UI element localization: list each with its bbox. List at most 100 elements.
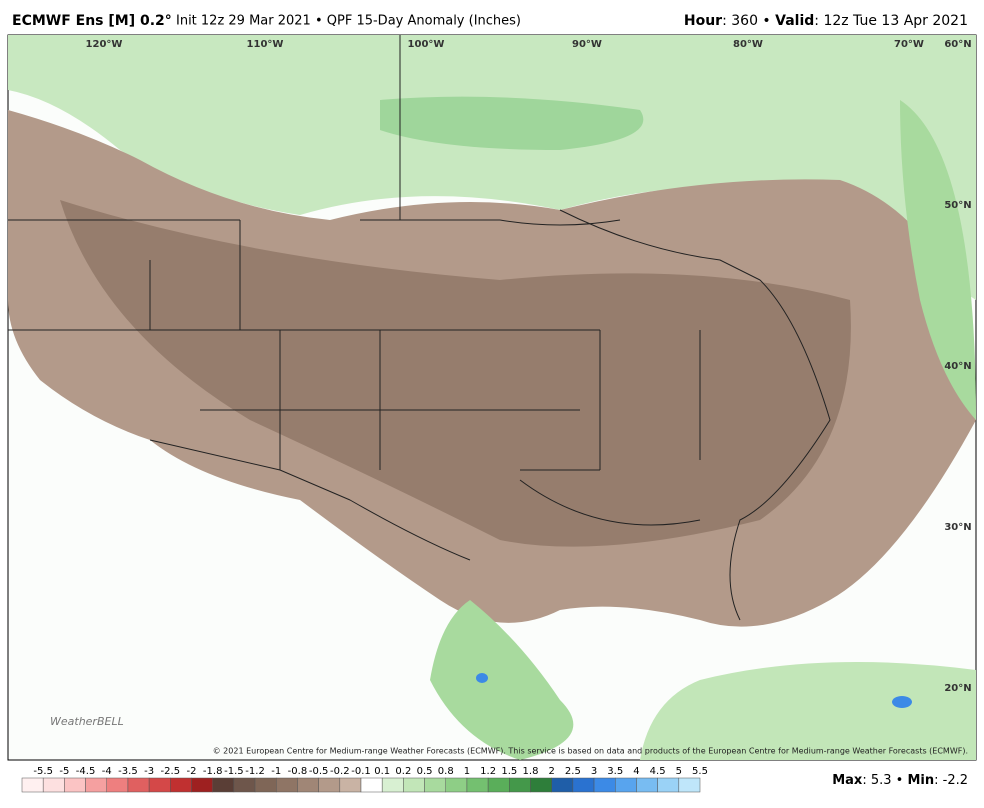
colorbar-label: -3.5 — [118, 766, 138, 777]
lat-label: 30°N — [944, 522, 971, 533]
colorbar-label: -1.8 — [203, 766, 223, 777]
colorbar-label: 0.5 — [417, 766, 433, 777]
colorbar-label: -1.5 — [224, 766, 244, 777]
colorbar-box — [233, 777, 256, 793]
colorbar-label: -5.5 — [33, 766, 53, 777]
colorbar-box — [21, 777, 44, 793]
colorbar-box — [551, 777, 574, 793]
colorbar: -5.5 -5 -4.5 -4 -3.5 -3 -2.5 -2 -1.8 -1.5 -1.2 -1 -0… — [21, 766, 708, 793]
borders — [8, 35, 831, 621]
blue-spot — [892, 696, 912, 708]
green-area — [430, 600, 574, 760]
lon-label: 120°W — [86, 39, 123, 50]
text-part: Min — [907, 773, 934, 788]
text-part: Hour — [684, 13, 722, 29]
colorbar-box — [85, 777, 107, 793]
colorbar-label: -0.2 — [330, 766, 350, 777]
colorbar-label: -0.1 — [351, 766, 371, 777]
colorbar-box — [381, 777, 404, 793]
colorbar-label: 1.8 — [523, 766, 539, 777]
colorbar-box — [148, 777, 171, 793]
lat-label: 40°N — [944, 361, 971, 372]
colorbar-box — [42, 777, 65, 793]
colorbar-label: 1.2 — [480, 766, 496, 777]
text-part: : 5.3 • — [862, 773, 907, 788]
colorbar-box — [403, 777, 425, 793]
text-part: : 12z Tue 13 Apr 2021 — [814, 13, 968, 29]
colorbar-box — [360, 777, 383, 793]
colorbar-box — [424, 777, 446, 793]
colorbar-box — [254, 777, 277, 793]
colorbar-label: -3 — [144, 766, 154, 777]
green-area — [380, 96, 644, 150]
lon-label: 100°W — [408, 39, 445, 50]
header-right: Hour: 360 • Valid: 12z Tue 13 Apr 2021 — [684, 13, 968, 29]
colorbar-label: 2 — [549, 766, 555, 777]
colorbar-label: 4.5 — [650, 766, 666, 777]
colorbar-box — [64, 777, 86, 793]
text-part: : 360 • — [722, 13, 775, 29]
colorbar-label: 0.8 — [438, 766, 454, 777]
colorbar-box — [339, 777, 362, 793]
colorbar-box — [445, 777, 468, 793]
colorbar-box — [106, 777, 129, 793]
text-part: Max — [832, 773, 863, 788]
colorbar-box — [297, 777, 319, 793]
colorbar-label: -4 — [102, 766, 112, 777]
colorbar-box — [572, 777, 595, 793]
colorbar-label: 0.1 — [374, 766, 390, 777]
colorbar-label: -2 — [187, 766, 197, 777]
lon-label: 90°W — [572, 39, 602, 50]
lon-label: 70°W — [894, 39, 924, 50]
colorbar-box — [212, 777, 235, 793]
brown-area — [60, 200, 851, 547]
colorbar-box — [636, 777, 658, 793]
map: WeatherBELL © 2021 European Centre for M… — [7, 34, 977, 761]
lon-label: 80°W — [733, 39, 763, 50]
text-part: Valid — [775, 13, 814, 29]
colorbar-label: 1.5 — [501, 766, 517, 777]
colorbar-box — [127, 777, 150, 793]
colorbar-label: 3.5 — [607, 766, 623, 777]
green-area — [8, 35, 976, 300]
lat-label: 50°N — [944, 200, 971, 211]
colorbar-label: -1 — [271, 766, 281, 777]
colorbar-label: 5 — [676, 766, 682, 777]
colorbar-label: 0.2 — [395, 766, 411, 777]
colorbar-box — [170, 777, 192, 793]
green-area — [640, 662, 976, 760]
text-part: : -2.2 — [934, 773, 968, 788]
lon-label: 110°W — [247, 39, 284, 50]
colorbar-label: 4 — [633, 766, 639, 777]
colorbar-box — [466, 777, 489, 793]
title: ECMWF Ens [M] 0.2° — [12, 13, 172, 29]
colorbar-label: -4.5 — [76, 766, 96, 777]
subtitle: Init 12z 29 Mar 2021 • QPF 15-Day Anomal… — [176, 14, 521, 29]
colorbar-label: -1.2 — [245, 766, 265, 777]
colorbar-box — [318, 777, 341, 793]
colorbar-label: -5 — [59, 766, 69, 777]
logo: WeatherBELL — [50, 715, 124, 728]
colorbar-label: -0.5 — [309, 766, 329, 777]
colorbar-box — [487, 777, 510, 793]
colorbar-box — [530, 777, 552, 793]
colorbar-label: -0.8 — [288, 766, 308, 777]
colorbar-label: 1 — [464, 766, 470, 777]
green-area — [900, 100, 976, 420]
colorbar-box — [593, 777, 616, 793]
lat-label: 20°N — [944, 683, 971, 694]
colorbar-label: 2.5 — [565, 766, 581, 777]
lat-label: 60°N — [944, 39, 971, 50]
colorbar-box — [678, 777, 701, 793]
colorbar-box — [615, 777, 637, 793]
colorbar-label: 3 — [591, 766, 597, 777]
colorbar-label: -2.5 — [161, 766, 181, 777]
copyright: © 2021 European Centre for Medium-range … — [213, 747, 968, 756]
blue-spot — [476, 673, 488, 683]
colorbar-box — [657, 777, 680, 793]
colorbar-label: 5.5 — [692, 766, 708, 777]
colorbar-box — [276, 777, 298, 793]
colorbar-box — [509, 777, 531, 793]
footer-stats: Max: 5.3 • Min: -2.2 — [832, 773, 968, 788]
